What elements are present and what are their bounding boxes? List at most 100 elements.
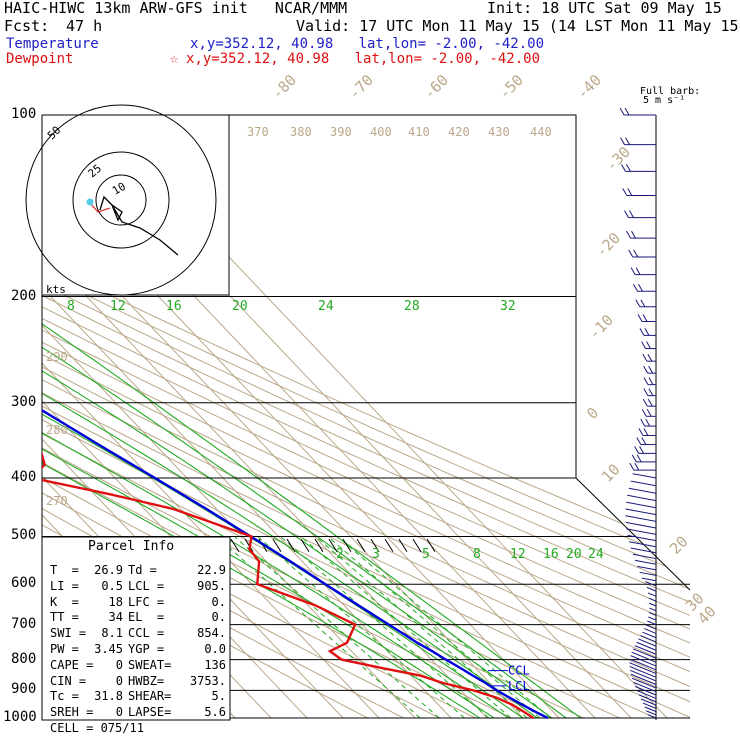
parcel-info-cell: 3.45 (94, 642, 123, 656)
wind-barb-flag (641, 409, 647, 417)
parcel-info-cell: HWBZ= (128, 673, 165, 688)
dry-adiabat-line (42, 115, 690, 719)
wind-barb (647, 714, 657, 719)
hodograph-unit-label: kts (46, 283, 66, 296)
parcel-info-cell: 0.0 (204, 642, 226, 656)
parcel-info-cell: LAPSE= (128, 705, 172, 720)
parcel-info-cell: 0 (115, 673, 123, 688)
pressure-tick-label: 400 (11, 469, 37, 486)
pressure-tick-label: 900 (11, 681, 37, 698)
dry-adiabat-line (42, 115, 690, 719)
wind-barb-flag (647, 398, 653, 407)
pressure-tick-label: 1000 (3, 709, 37, 725)
mixing-ratio-line (315, 536, 528, 719)
parcel-info-cell: 0 (115, 705, 123, 720)
wind-barb (628, 541, 657, 548)
wind-barb (640, 698, 657, 706)
theta-label: 270 (46, 494, 68, 508)
pressure-tick-label: 500 (11, 527, 37, 544)
temperature-legend: Temperature (6, 36, 99, 52)
wind-barb (641, 577, 657, 582)
barb-key-value: 5 m s⁻¹ (643, 95, 686, 106)
wind-barb-flag (626, 164, 631, 172)
wind-barb (648, 597, 657, 602)
pressure-tick-label: 600 (11, 575, 37, 592)
temperature-coords: x,y=352.12, 40.98 lat,lon= -2.00, -42.00 (190, 36, 545, 52)
theta-label: 290 (46, 350, 68, 364)
isotherm-line (42, 115, 488, 719)
parcel-info-cell: 0.5 (101, 578, 123, 593)
wind-barb-flag (642, 398, 648, 407)
wind-barb-flag (643, 365, 649, 374)
wind-barb-flag (642, 353, 648, 362)
parcel-info-cell: EL = (128, 610, 165, 625)
wind-barb (630, 547, 657, 554)
moist-adiabat-line (42, 115, 581, 719)
hodograph-storm-motion (89, 202, 111, 213)
hatch-mark (398, 538, 408, 553)
hatch-mark (230, 538, 240, 553)
hatch-mark (342, 538, 352, 553)
wind-barb-flag (621, 164, 626, 172)
hodograph-box (41, 114, 230, 296)
parcel-info-cell: SWI = (50, 626, 87, 641)
isotherm-label: -70 (345, 71, 377, 103)
wind-barb-flag (625, 137, 630, 145)
theta-label: 370 (247, 125, 269, 139)
hodograph-ring-10 (95, 174, 147, 226)
wind-barb (640, 635, 657, 643)
parcel-info-cell: PW = (50, 642, 79, 656)
wind-barb-flag (635, 299, 641, 308)
hatch-mark (370, 538, 380, 553)
mixing-ratio-label: 2 (336, 547, 344, 562)
wind-barb (642, 702, 657, 709)
wind-barb (634, 559, 657, 565)
wind-barb-flag (646, 409, 652, 417)
isotherm-label: -20 (592, 229, 624, 261)
sounding-title: HAIC-HIWC 13km ARW-GFS init NCAR/MMM (4, 0, 348, 17)
parcel-info-cell: YGP = (128, 642, 165, 656)
mixing-ratio-label: 20 (566, 547, 582, 562)
hodograph-origin-marker (86, 198, 94, 206)
dry-adiabat-line (42, 115, 690, 719)
isotherm-line (42, 115, 416, 719)
hodograph-trace (99, 195, 179, 256)
parcel-info-cell: CIN = (50, 673, 87, 688)
moist-adiabat-label: 12 (110, 299, 126, 314)
wind-barb-flag (638, 428, 644, 436)
plot-frame (42, 114, 691, 591)
wind-barb (645, 624, 657, 630)
parcel-info-cell: SWEAT= (128, 657, 172, 672)
dry-adiabat-line (42, 115, 690, 719)
parcel-info-cell: 0. (211, 610, 226, 625)
wind-barb (631, 677, 657, 689)
wind-barb-flag (645, 418, 651, 427)
parcel-info-cell: SHEAR= (128, 689, 172, 704)
wind-barb-flag (636, 437, 642, 445)
wind-barb-flag (641, 341, 647, 349)
lcl-label: LCL (508, 679, 530, 693)
wind-barb (632, 648, 657, 659)
parcel-info-cell: LCL = (128, 578, 165, 593)
parcel-info-cell: SREH = (50, 705, 94, 720)
isotherm-label: 20 (666, 532, 692, 558)
parcel-info-cell-motion: CELL = 075/11 (50, 721, 144, 735)
dewpoint-profile (42, 115, 535, 720)
mixing-ratio-label: 8 (473, 547, 481, 562)
wind-barb (645, 581, 657, 587)
dry-adiabat-line (42, 115, 690, 719)
wind-barb-flag (619, 107, 625, 116)
pressure-tick-label: 100 (11, 106, 37, 122)
forecast-hour: 47 h (66, 17, 103, 35)
moist-adiabat-label: 28 (404, 299, 420, 314)
mixing-ratio-line (300, 536, 512, 719)
parcel-info-cell: 26.9 (94, 563, 123, 577)
parcel-info-cell: T = (50, 563, 79, 577)
parcel-info-cell: CAPE = (50, 657, 94, 672)
wind-barb (644, 628, 657, 634)
wind-barb (649, 602, 657, 607)
wind-barb-flag (648, 377, 654, 385)
wind-barb-flag (641, 437, 647, 445)
wind-barb (629, 658, 657, 671)
hodograph-ring-25 (72, 151, 170, 249)
